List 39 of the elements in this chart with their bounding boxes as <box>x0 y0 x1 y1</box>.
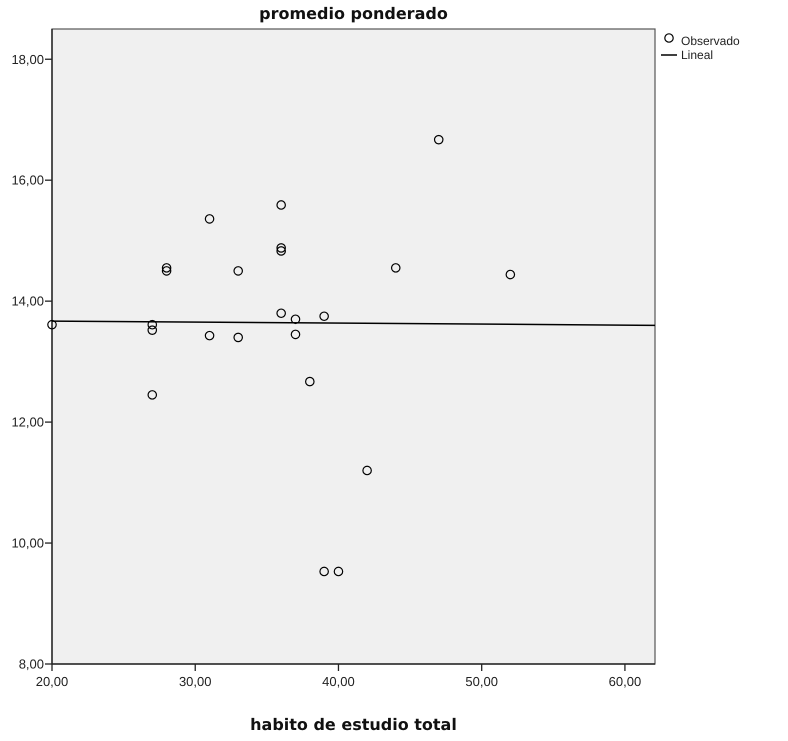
point <box>319 311 329 322</box>
legend-label: Lineal <box>681 48 714 62</box>
y-tick-label: 8,00 <box>18 656 44 672</box>
x-tick-label: 50,00 <box>465 674 498 689</box>
point <box>276 243 286 253</box>
point <box>434 134 444 144</box>
point <box>162 263 172 273</box>
point <box>334 566 344 576</box>
x-axis-title: habito de estudio total <box>250 715 457 734</box>
point <box>290 314 300 324</box>
legend-label: Observado <box>681 34 740 48</box>
x-tick-label: 20,00 <box>36 674 68 689</box>
point <box>147 320 158 330</box>
chart-title: promedio ponderado <box>259 4 448 23</box>
point <box>290 330 300 340</box>
point <box>276 246 286 256</box>
point <box>276 308 286 318</box>
y-tick-label: 14,00 <box>11 294 44 309</box>
point <box>204 214 214 224</box>
y-tick-label: 10,00 <box>11 536 44 551</box>
x-tick-label: 60,00 <box>608 674 642 689</box>
point <box>233 332 243 342</box>
point <box>362 466 372 476</box>
point <box>204 330 214 340</box>
point <box>162 266 172 276</box>
point <box>506 270 516 280</box>
point <box>147 325 158 335</box>
point <box>233 266 243 276</box>
y-tick-label: 16,00 <box>11 172 44 188</box>
y-tick-label: 12,00 <box>11 414 44 430</box>
x-tick-label: 30,00 <box>178 674 212 689</box>
x-tick-label: 40,00 <box>322 674 355 689</box>
point <box>47 320 57 330</box>
point <box>319 566 329 576</box>
point <box>147 390 158 400</box>
point <box>390 263 401 273</box>
point <box>305 376 315 386</box>
point <box>276 200 286 210</box>
y-tick-label: 18,00 <box>11 52 44 67</box>
